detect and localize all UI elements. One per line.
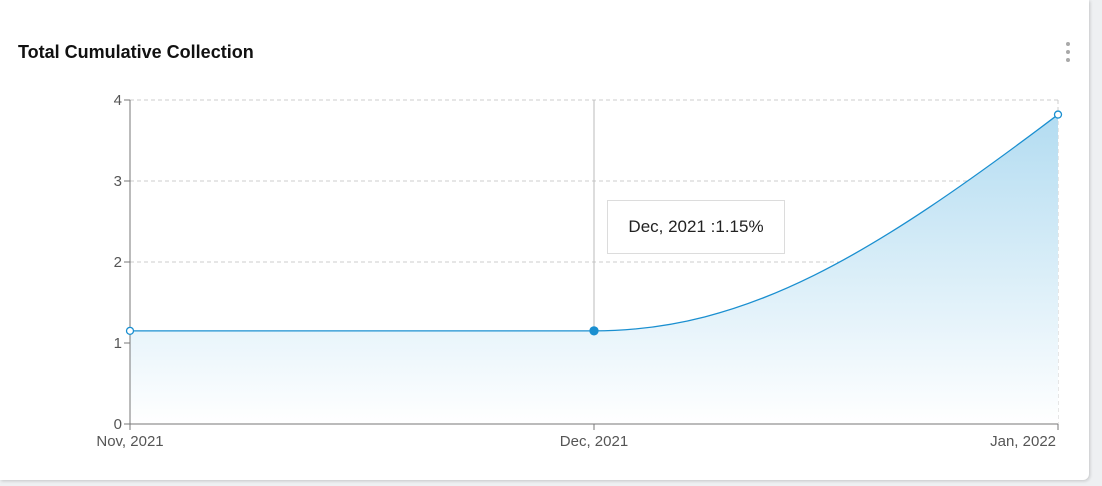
more-vertical-icon[interactable] [1058,40,1078,64]
chart-tooltip: Dec, 2021 :1.15% [607,200,785,254]
y-tick-label: 2 [114,254,122,271]
point-layer [125,110,1063,336]
y-tick-label: 0 [114,416,122,433]
x-tick-label: Nov, 2021 [96,433,163,450]
y-tick-label: 4 [114,92,122,109]
area-layer [130,114,1059,424]
x-tick-label: Dec, 2021 [560,433,628,450]
data-point[interactable] [125,326,135,336]
y-tick-label: 3 [114,173,122,190]
menu-dot [1066,42,1070,46]
data-point[interactable] [1053,110,1063,119]
label-layer: 0 1 2 3 4 Nov, 2021 Dec, 2021 Jan, 2022 [96,92,1056,450]
x-tick-label: Jan, 2022 [990,433,1056,450]
axis-layer [124,99,1059,430]
series-area-fill [130,114,1058,424]
data-point-hovered[interactable] [589,326,599,336]
menu-dot [1066,50,1070,54]
card-title: Total Cumulative Collection [18,42,254,62]
menu-dot [1066,58,1070,62]
series-line [130,114,1059,332]
y-tick-label: 1 [114,335,122,352]
